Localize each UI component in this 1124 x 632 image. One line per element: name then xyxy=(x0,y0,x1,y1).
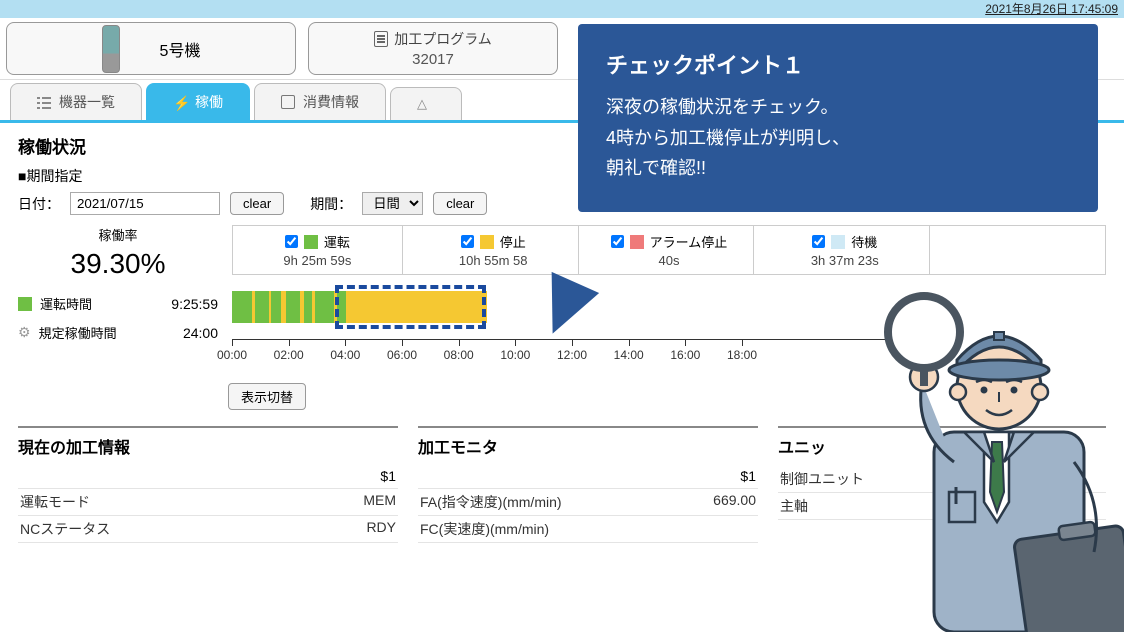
left-column: 稼働率 39.30% 運転時間 9:25:59 ⚙ 規定稼働時間 24:00 xyxy=(18,225,218,369)
legend-run-checkbox[interactable] xyxy=(285,235,298,248)
period-label: 期間： xyxy=(310,194,352,214)
alarm-swatch-icon xyxy=(630,235,644,249)
timestamp: 2021年8月26日 17:45:09 xyxy=(985,0,1118,17)
toggle-display-button[interactable]: 表示切替 xyxy=(228,383,306,410)
callout-title: チェックポイント１ xyxy=(606,48,1070,80)
rate-label: 稼働率 xyxy=(18,225,218,244)
worker-illustration xyxy=(844,232,1124,632)
tab-operation[interactable]: ⚡稼働 xyxy=(146,83,250,120)
period-select[interactable]: 日間 xyxy=(362,192,423,215)
stat-std-time: ⚙ 規定稼働時間 24:00 xyxy=(18,323,218,342)
axis-tick-label: 16:00 xyxy=(670,348,700,362)
period-clear-button[interactable]: clear xyxy=(433,192,487,215)
warning-icon: △ xyxy=(417,96,427,112)
document-icon xyxy=(374,31,388,47)
legend-alarm: アラーム停止 40s xyxy=(585,226,755,274)
timeline-segment xyxy=(315,291,334,323)
tab-machine-list[interactable]: 機器一覧 xyxy=(10,83,142,120)
legend-stop: 停止 10h 55m 58 xyxy=(409,226,579,274)
axis-tick-label: 14:00 xyxy=(614,348,644,362)
axis-tick-label: 08:00 xyxy=(444,348,474,362)
date-input[interactable] xyxy=(70,192,220,215)
axis-tick-label: 18:00 xyxy=(727,348,757,362)
legend-run: 運転 9h 25m 59s xyxy=(233,226,403,274)
rate-value: 39.30% xyxy=(18,248,218,280)
highlight-box xyxy=(335,285,486,329)
legend-idle-checkbox[interactable] xyxy=(812,235,825,248)
program-label: 加工プログラム xyxy=(394,29,492,49)
stat-run-time: 運転時間 9:25:59 xyxy=(18,294,218,313)
axis-tick-label: 02:00 xyxy=(274,348,304,362)
run-color-icon xyxy=(18,297,32,311)
info-row: 運転モードMEM xyxy=(18,489,398,516)
stop-swatch-icon xyxy=(480,235,494,249)
date-clear-button[interactable]: clear xyxy=(230,192,284,215)
gear-icon: ⚙ xyxy=(18,324,31,341)
info-row: NCステータスRDY xyxy=(18,516,398,543)
info-row: FC(実速度)(mm/min) xyxy=(418,516,758,543)
panel-monitor: 加工モニタ $1 FA(指令速度)(mm/min)669.00FC(実速度)(m… xyxy=(418,426,758,543)
timeline-segment xyxy=(232,291,252,323)
date-label: 日付： xyxy=(18,194,60,214)
machine-cell[interactable]: 5号機 xyxy=(6,22,296,75)
panel-machining-info: 現在の加工情報 $1 運転モードMEMNCステータスRDY xyxy=(18,426,398,543)
machine-name: 5号機 xyxy=(160,37,201,61)
axis-tick-label: 12:00 xyxy=(557,348,587,362)
top-bar: 2021年8月26日 17:45:09 xyxy=(0,0,1124,18)
program-number: 32017 xyxy=(412,51,454,68)
axis-tick-label: 10:00 xyxy=(500,348,530,362)
disk-icon xyxy=(281,95,295,109)
legend-alarm-checkbox[interactable] xyxy=(611,235,624,248)
tab-consumption[interactable]: 消費情報 xyxy=(254,83,386,120)
timeline-segment xyxy=(255,291,269,323)
list-icon xyxy=(37,95,51,109)
timeline-segment xyxy=(286,291,300,323)
timeline-segment xyxy=(304,291,312,323)
callout: チェックポイント１ 深夜の稼働状況をチェック。 4時から加工機停止が判明し、 朝… xyxy=(578,24,1098,212)
tab-alarm[interactable]: △ xyxy=(390,87,462,120)
bolt-icon: ⚡ xyxy=(173,95,187,109)
timeline-axis: 00:0002:0004:0006:0008:0010:0012:0014:00… xyxy=(232,339,912,369)
timeline-segment xyxy=(271,291,281,323)
info-row: FA(指令速度)(mm/min)669.00 xyxy=(418,489,758,516)
run-swatch-icon xyxy=(304,235,318,249)
axis-tick-label: 06:00 xyxy=(387,348,417,362)
program-cell[interactable]: 加工プログラム 32017 xyxy=(308,22,558,75)
signal-tower-icon xyxy=(102,25,120,73)
axis-tick-label: 04:00 xyxy=(330,348,360,362)
axis-tick-label: 00:00 xyxy=(217,348,247,362)
legend-stop-checkbox[interactable] xyxy=(461,235,474,248)
